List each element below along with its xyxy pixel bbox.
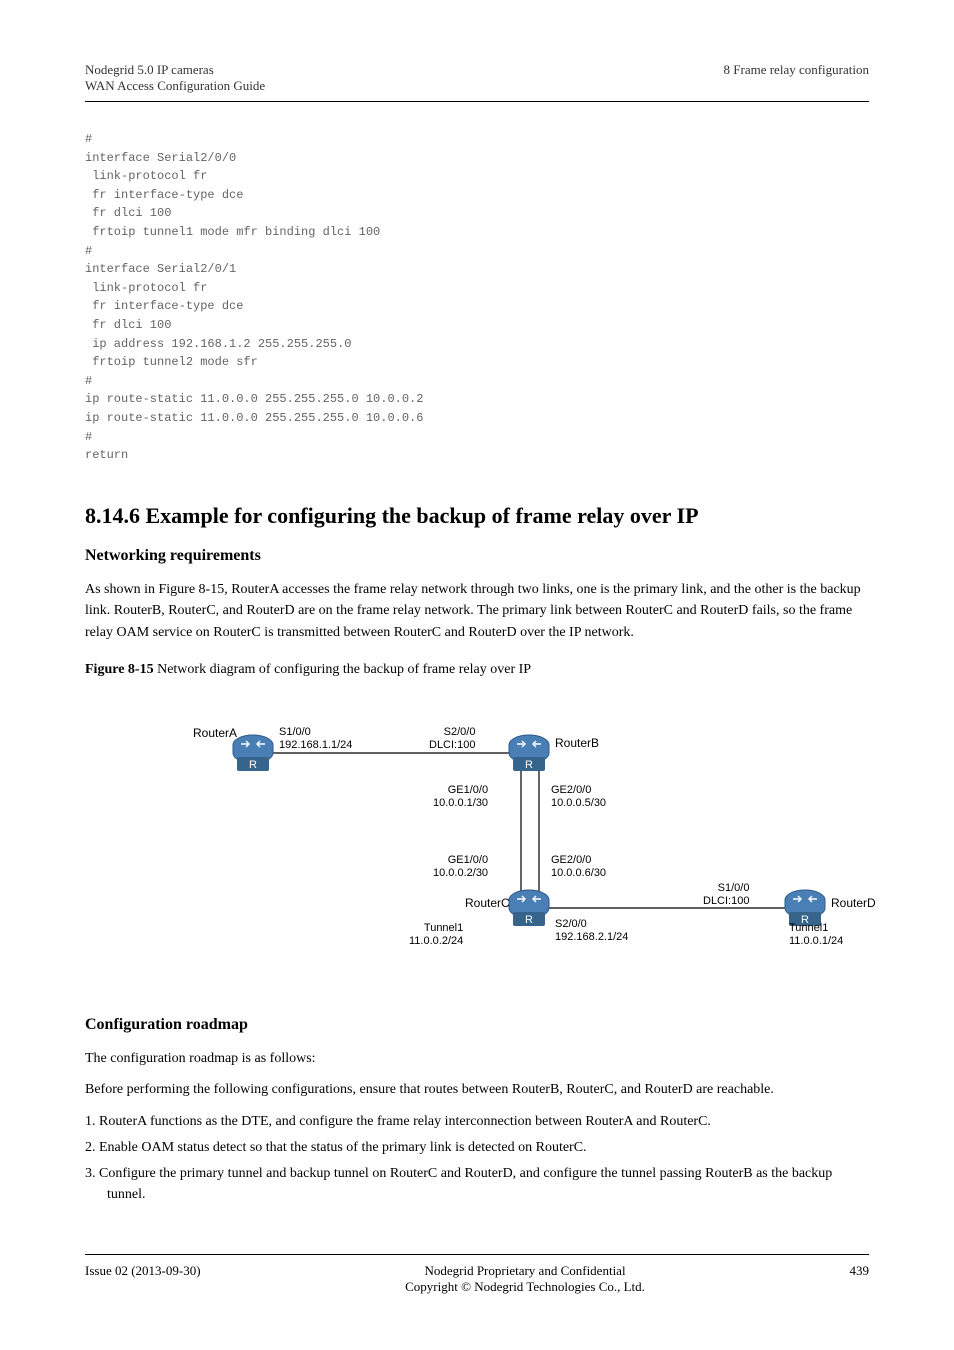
section-title: 8.14.6 Example for configuring the backu… — [85, 503, 869, 529]
label-c-right: S2/0/0192.168.2.1/24 — [555, 918, 628, 944]
label-c-tunnel: Tunnel111.0.0.2/24 — [409, 922, 463, 948]
header-doc-title: WAN Access Configuration Guide — [85, 78, 265, 94]
header-product: Nodegrid 5.0 IP cameras — [85, 62, 265, 78]
roadmap-step-3: 3. Configure the primary tunnel and back… — [107, 1163, 869, 1206]
router-c-icon: R — [507, 886, 551, 930]
label-d-tunnel: Tunnel111.0.0.1/24 — [789, 922, 843, 948]
roadmap-step-1: 1. RouterA functions as the DTE, and con… — [107, 1111, 869, 1133]
page-content: # interface Serial2/0/0 link-protocol fr… — [85, 130, 869, 1210]
label-a-right: S1/0/0192.168.1.1/24 — [279, 726, 352, 752]
router-a-label: RouterA — [193, 726, 237, 740]
label-b-down-right: GE2/0/010.0.0.5/30 — [551, 784, 606, 810]
svg-text:R: R — [249, 759, 257, 771]
roadmap-step-2: 2. Enable OAM status detect so that the … — [107, 1137, 869, 1159]
footer-page-number: 439 — [850, 1263, 870, 1295]
figure-caption: Figure 8-15 Network diagram of configuri… — [85, 662, 869, 678]
figure-number: Figure 8-15 — [85, 662, 154, 677]
networking-requirements-text: As shown in Figure 8-15, RouterA accesse… — [85, 579, 869, 644]
label-c-up-left: GE1/0/010.0.0.2/30 — [433, 854, 488, 880]
header-right: 8 Frame relay configuration — [724, 62, 869, 101]
router-a-icon: R — [231, 731, 275, 775]
page-footer: Issue 02 (2013-09-30) Nodegrid Proprieta… — [85, 1254, 869, 1295]
label-c-up-right: GE2/0/010.0.0.6/30 — [551, 854, 606, 880]
label-b-left: S2/0/0DLCI:100 — [429, 726, 475, 752]
network-diagram: R RouterA R RouterB R RouterC R RouterD … — [143, 686, 863, 986]
networking-requirements-title: Networking requirements — [85, 547, 869, 565]
router-b-label: RouterB — [555, 736, 599, 750]
header-left: Nodegrid 5.0 IP cameras WAN Access Confi… — [85, 62, 265, 101]
router-d-label: RouterD — [831, 896, 876, 910]
label-d-left: S1/0/0DLCI:100 — [703, 882, 749, 908]
configuration-roadmap-title: Configuration roadmap — [85, 1016, 869, 1034]
roadmap-intro-1: The configuration roadmap is as follows: — [85, 1048, 869, 1070]
router-b-icon: R — [507, 731, 551, 775]
svg-text:R: R — [525, 759, 533, 771]
figure-title: Network diagram of configuring the backu… — [154, 662, 531, 677]
roadmap-intro-2: Before performing the following configur… — [85, 1079, 869, 1101]
svg-text:R: R — [525, 914, 533, 926]
router-c-label: RouterC — [465, 896, 510, 910]
page-header: Nodegrid 5.0 IP cameras WAN Access Confi… — [85, 62, 869, 102]
label-b-down-left: GE1/0/010.0.0.1/30 — [433, 784, 488, 810]
footer-issue: Issue 02 (2013-09-30) — [85, 1263, 201, 1295]
header-chapter: 8 Frame relay configuration — [724, 62, 869, 78]
cli-output: # interface Serial2/0/0 link-protocol fr… — [85, 130, 869, 465]
footer-copyright: Nodegrid Proprietary and Confidential Co… — [405, 1263, 645, 1295]
